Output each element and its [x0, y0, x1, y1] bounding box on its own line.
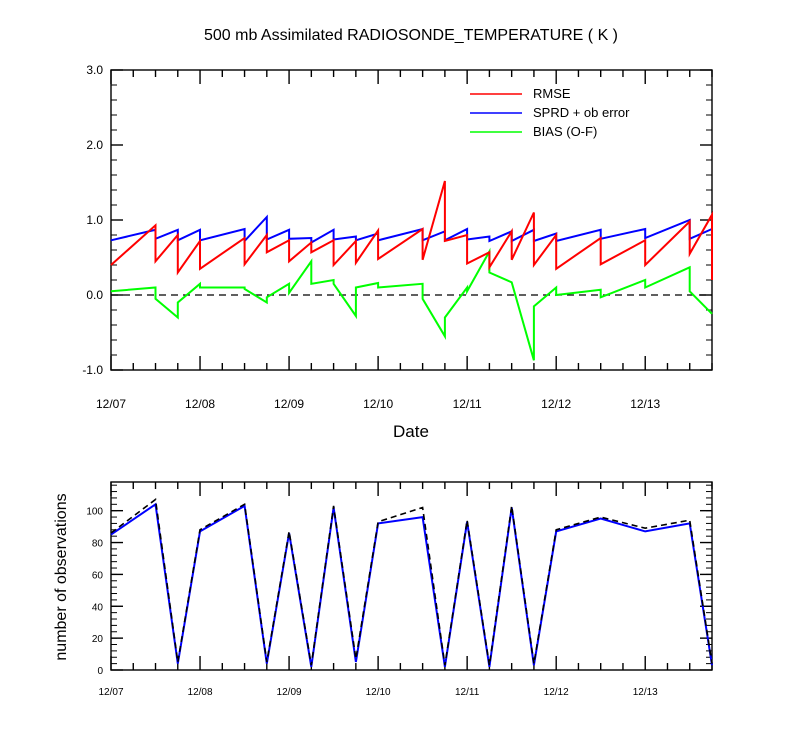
top-y-tick-label: 2.0	[86, 138, 103, 152]
bottom-y-tick-label: 60	[92, 570, 104, 581]
bottom-x-tick-label: 12/07	[98, 687, 123, 698]
top-y-tick-label: 1.0	[86, 213, 103, 227]
bottom-plot-frame	[110, 481, 713, 671]
bottom-plot: 12/07 12/08 12/09 12/10 12/11 12/12 12/13 0 20 40…	[86, 481, 713, 698]
series-line-bias-o-f	[110, 247, 713, 361]
bottom-y-tick-label: 0	[97, 666, 103, 677]
bottom-y-tick-label: 100	[86, 507, 103, 518]
legend-label: BIAS (O-F)	[533, 124, 597, 139]
top-y-tick-label: 3.0	[86, 63, 103, 77]
top-x-tick-label: 12/07	[96, 397, 126, 411]
bottom-x-tick-label: 12/13	[633, 687, 658, 698]
legend-label: SPRD + ob error	[533, 105, 630, 120]
bottom-y-tick-label: 80	[92, 539, 104, 550]
top-chart-title: 500 mb Assimilated RADIOSONDE_TEMPERATUR…	[204, 27, 618, 44]
top-x-tick-label: 12/11	[453, 397, 482, 411]
bottom-x-tick-label: 12/09	[277, 687, 302, 698]
bottom-x-tick-label: 12/11	[455, 687, 480, 698]
top-x-tick-label: 12/10	[363, 397, 393, 411]
top-x-tick-label: 12/13	[630, 397, 660, 411]
top-x-tick-label: 12/08	[185, 397, 215, 411]
bottom-x-tick-label: 12/08	[188, 687, 213, 698]
top-x-axis-label: Date	[393, 422, 429, 441]
top-legend: RMSE SPRD + ob error BIAS (O-F)	[470, 86, 630, 139]
bottom-y-tick-label: 20	[92, 634, 104, 645]
top-x-tick-label: 12/12	[541, 397, 571, 411]
top-x-tick-label: 12/09	[274, 397, 304, 411]
series-line-rmse	[110, 180, 713, 280]
bottom-x-tick-label: 12/10	[366, 687, 391, 698]
legend-label: RMSE	[533, 86, 571, 101]
bottom-x-tick-label: 12/12	[544, 687, 569, 698]
obs-count-dashed-line	[110, 498, 713, 666]
bottom-y-tick-label: 40	[92, 602, 104, 613]
top-y-tick-label: 0.0	[86, 288, 103, 302]
top-plot: 12/07 12/08 12/09 12/10 12/11 12/12 12/13 -1.0 0…	[82, 63, 713, 411]
top-y-tick-label: -1.0	[82, 363, 103, 377]
bottom-y-axis-label: number of observations	[53, 493, 70, 660]
series-line-sprd-ob-error	[110, 214, 713, 245]
obs-count-solid-line	[110, 502, 713, 667]
